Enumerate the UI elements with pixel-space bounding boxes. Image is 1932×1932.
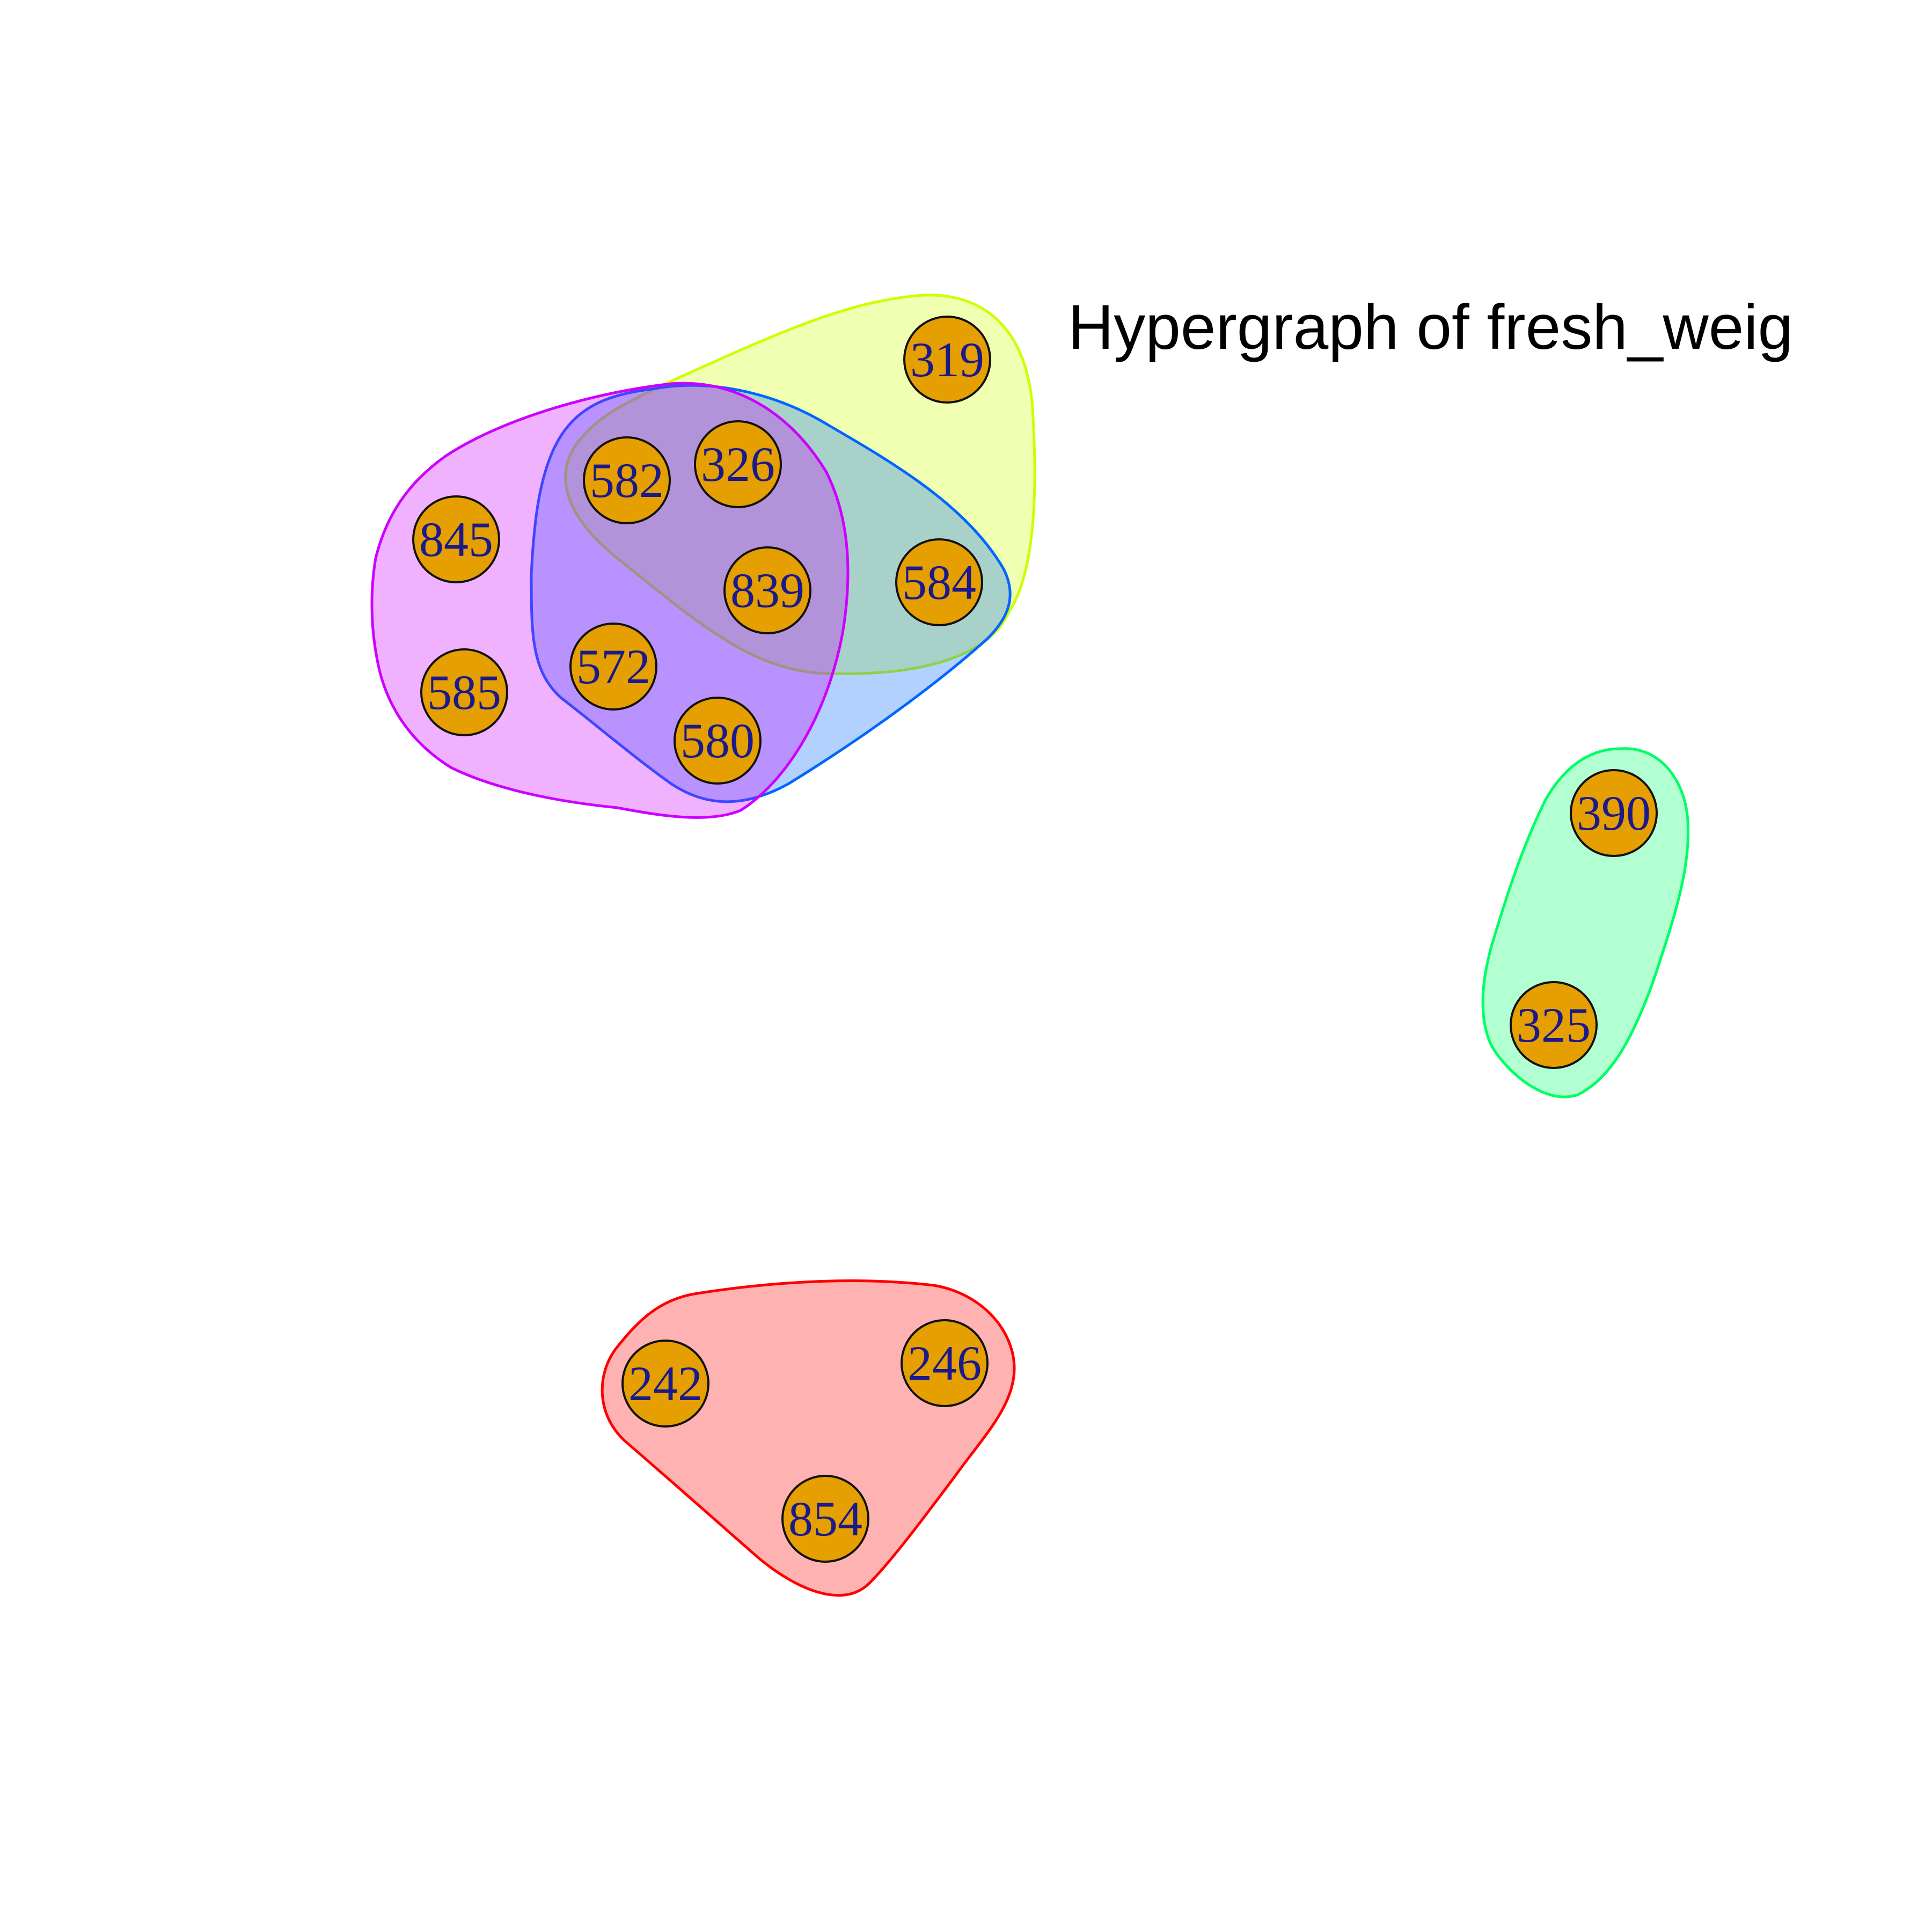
node-845: 845 <box>412 495 500 583</box>
node-label-839: 839 <box>730 563 804 618</box>
node-584: 584 <box>895 538 983 626</box>
node-319: 319 <box>903 316 991 404</box>
node-label-242: 242 <box>628 1356 702 1411</box>
node-label-584: 584 <box>902 555 976 610</box>
node-585: 585 <box>420 648 508 736</box>
node-326: 326 <box>694 420 782 508</box>
node-580: 580 <box>674 697 762 785</box>
node-label-854: 854 <box>788 1491 862 1546</box>
node-582: 582 <box>583 436 671 524</box>
node-label-580: 580 <box>680 713 755 768</box>
node-label-585: 585 <box>427 665 501 720</box>
node-label-390: 390 <box>1577 786 1651 840</box>
node-325: 325 <box>1510 981 1598 1069</box>
node-246: 246 <box>901 1319 989 1407</box>
node-854: 854 <box>781 1475 869 1563</box>
node-label-582: 582 <box>590 453 664 508</box>
diagram-title: Hypergraph of fresh_weig <box>1068 292 1793 363</box>
node-label-246: 246 <box>908 1336 982 1391</box>
node-label-326: 326 <box>701 437 775 492</box>
node-390: 390 <box>1570 769 1658 857</box>
node-839: 839 <box>723 546 811 634</box>
node-label-572: 572 <box>576 639 650 694</box>
node-label-319: 319 <box>910 332 984 387</box>
node-572: 572 <box>569 623 657 711</box>
node-242: 242 <box>621 1340 709 1428</box>
node-label-845: 845 <box>419 512 493 567</box>
node-label-325: 325 <box>1517 998 1591 1052</box>
